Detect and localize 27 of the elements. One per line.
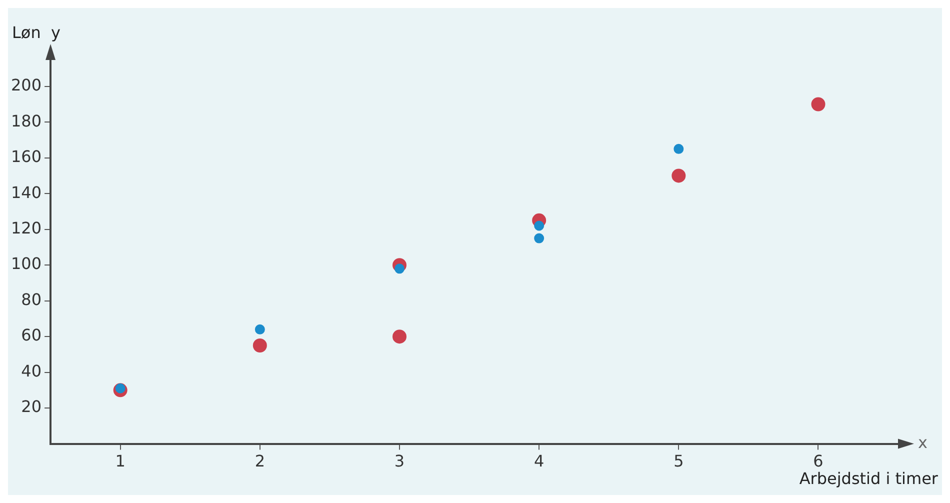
y-tick-label: 180 [10, 111, 42, 130]
x-tick-label: 5 [674, 452, 684, 471]
point [674, 144, 684, 154]
y-tick-label: 60 [21, 326, 42, 345]
x-tick-label: 3 [394, 452, 405, 471]
point [254, 324, 265, 334]
x-tick-label: 1 [115, 452, 126, 471]
y-tick-label: 40 [21, 361, 42, 380]
point [672, 168, 686, 183]
x-tick-label: 4 [534, 452, 544, 471]
y-tick-label: 160 [10, 147, 42, 166]
point [534, 220, 544, 231]
point [392, 330, 406, 344]
point [811, 97, 826, 112]
x-tick-label: 6 [813, 452, 824, 471]
point [534, 233, 544, 244]
y-tick-label: 200 [10, 76, 42, 95]
y-tick-label: 100 [10, 254, 42, 274]
y-tick-label: 140 [10, 182, 42, 202]
x-tick-label: 2 [254, 452, 266, 471]
y-tick-label: 80 [21, 290, 42, 309]
y-tick-label: 20 [21, 397, 42, 416]
x-axis-title: Arbejdstid i timer [799, 468, 938, 488]
y-tick-label: 120 [10, 218, 42, 238]
y-axis-title: Løn y [12, 23, 60, 42]
text: x [918, 432, 928, 452]
point [252, 338, 267, 353]
